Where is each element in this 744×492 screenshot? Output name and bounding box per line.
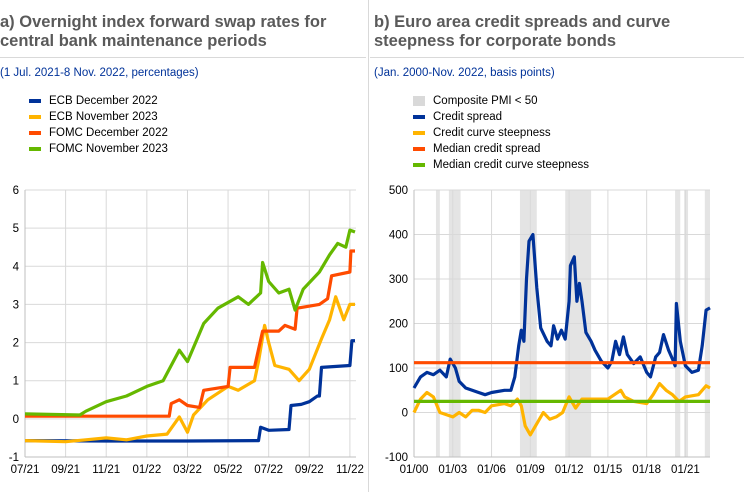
- y-tick-label: 4: [13, 261, 20, 273]
- series-line-credit-spread: [412, 232, 711, 397]
- x-tick-label: 01/22: [132, 464, 161, 476]
- y-tick-label: 0: [13, 414, 19, 426]
- legend-item: Credit curve steepness: [413, 125, 589, 141]
- y-tick-label: 6: [13, 185, 19, 197]
- legend-swatch: [29, 131, 41, 135]
- legend-swatch: [413, 163, 425, 167]
- legend-label: Median credit spread: [433, 143, 541, 155]
- y-tick-label: 1: [13, 376, 19, 388]
- legend-label: Credit spread: [433, 111, 503, 123]
- series-line-fomc-december-2022: [25, 249, 355, 418]
- legend-swatch: [29, 99, 41, 103]
- x-tick-label: 01/15: [593, 464, 622, 476]
- series-line-credit-curve-steepness: [412, 382, 711, 437]
- x-tick-label: 11/22: [336, 464, 364, 476]
- series-line-fomc-november-2023: [24, 228, 356, 417]
- x-tick-label: 07/21: [11, 464, 40, 476]
- legend-item: Credit spread: [413, 109, 589, 125]
- legend-label: FOMC December 2022: [49, 127, 168, 139]
- chart-b-title: b) Euro area credit spreads and curve st…: [374, 13, 671, 50]
- legend-item: Median credit curve steepness: [413, 157, 589, 173]
- legend-swatch: [29, 147, 41, 151]
- legend-label: Median credit curve steepness: [433, 159, 589, 171]
- x-tick-label: 05/22: [214, 464, 243, 476]
- legend-swatch: [413, 131, 425, 135]
- legend-swatch: [413, 96, 425, 106]
- legend-swatch: [29, 115, 41, 119]
- legend-label: FOMC November 2023: [49, 143, 168, 155]
- legend-item: Median credit spread: [413, 141, 589, 157]
- divider: [368, 0, 369, 492]
- series-line-ecb-november-2023: [24, 295, 355, 444]
- legend-label: ECB November 2023: [49, 111, 158, 123]
- x-tick-label: 01/09: [516, 464, 545, 476]
- chart-a-plot: -1 0 1 2 3 4 5 6 07/21 09/21 11/21 01/22 03/22 05/22 0…: [9, 185, 364, 476]
- series-line-ecb-december-2022: [24, 339, 355, 443]
- y-tick-label: 300: [389, 274, 408, 286]
- chart-b-legend: Composite PMI < 50 Credit spread Credit …: [413, 93, 589, 173]
- x-tick-label: 09/22: [295, 464, 324, 476]
- legend-item: FOMC December 2022: [29, 125, 168, 141]
- legend-item: Composite PMI < 50: [413, 93, 589, 109]
- legend-swatch: [413, 115, 425, 119]
- y-tick-label: 0: [402, 408, 408, 420]
- x-tick-label: 01/03: [438, 464, 467, 476]
- divider: [370, 57, 744, 58]
- legend-swatch: [413, 147, 425, 151]
- legend-label: Composite PMI < 50: [433, 95, 538, 107]
- chart-b-subtitle: (Jan. 2000-Nov. 2022, basis points): [374, 67, 555, 79]
- y-tick-label: 500: [389, 185, 408, 197]
- legend-item: ECB December 2022: [29, 93, 168, 109]
- x-tick-label: 07/22: [254, 464, 283, 476]
- y-tick-label: 2: [13, 338, 19, 350]
- legend-label: Credit curve steepness: [433, 127, 551, 139]
- chart-a-legend: ECB December 2022 ECB November 2023 FOMC…: [29, 93, 168, 157]
- x-tick-label: 09/21: [51, 464, 80, 476]
- legend-label: ECB December 2022: [49, 95, 158, 107]
- x-tick-label: 11/21: [92, 464, 120, 476]
- x-tick-label: 03/22: [173, 464, 202, 476]
- y-tick-label: -100: [385, 452, 408, 464]
- chart-b-plot: -100 0 100 200 300 400 500 01/00 01/03 01/06 01/09…: [385, 185, 711, 476]
- x-tick-label: 01/00: [400, 464, 429, 476]
- y-tick-label: -1: [9, 452, 19, 464]
- x-tick-label: 01/21: [671, 464, 700, 476]
- y-tick-label: 100: [389, 363, 408, 375]
- y-tick-label: 3: [13, 299, 19, 311]
- y-tick-label: 200: [389, 319, 408, 331]
- chart-a-title: a) Overnight index forward swap rates fo…: [0, 13, 327, 50]
- x-tick-label: 01/12: [555, 464, 584, 476]
- divider: [0, 57, 366, 58]
- chart-a-subtitle: (1 Jul. 2021-8 Nov. 2022, percentages): [0, 67, 199, 79]
- legend-item: ECB November 2023: [29, 109, 168, 125]
- x-tick-label: 01/06: [477, 464, 506, 476]
- legend-item: FOMC November 2023: [29, 141, 168, 157]
- y-tick-label: 400: [389, 230, 408, 242]
- y-tick-label: 5: [13, 223, 19, 235]
- x-tick-label: 01/18: [632, 464, 661, 476]
